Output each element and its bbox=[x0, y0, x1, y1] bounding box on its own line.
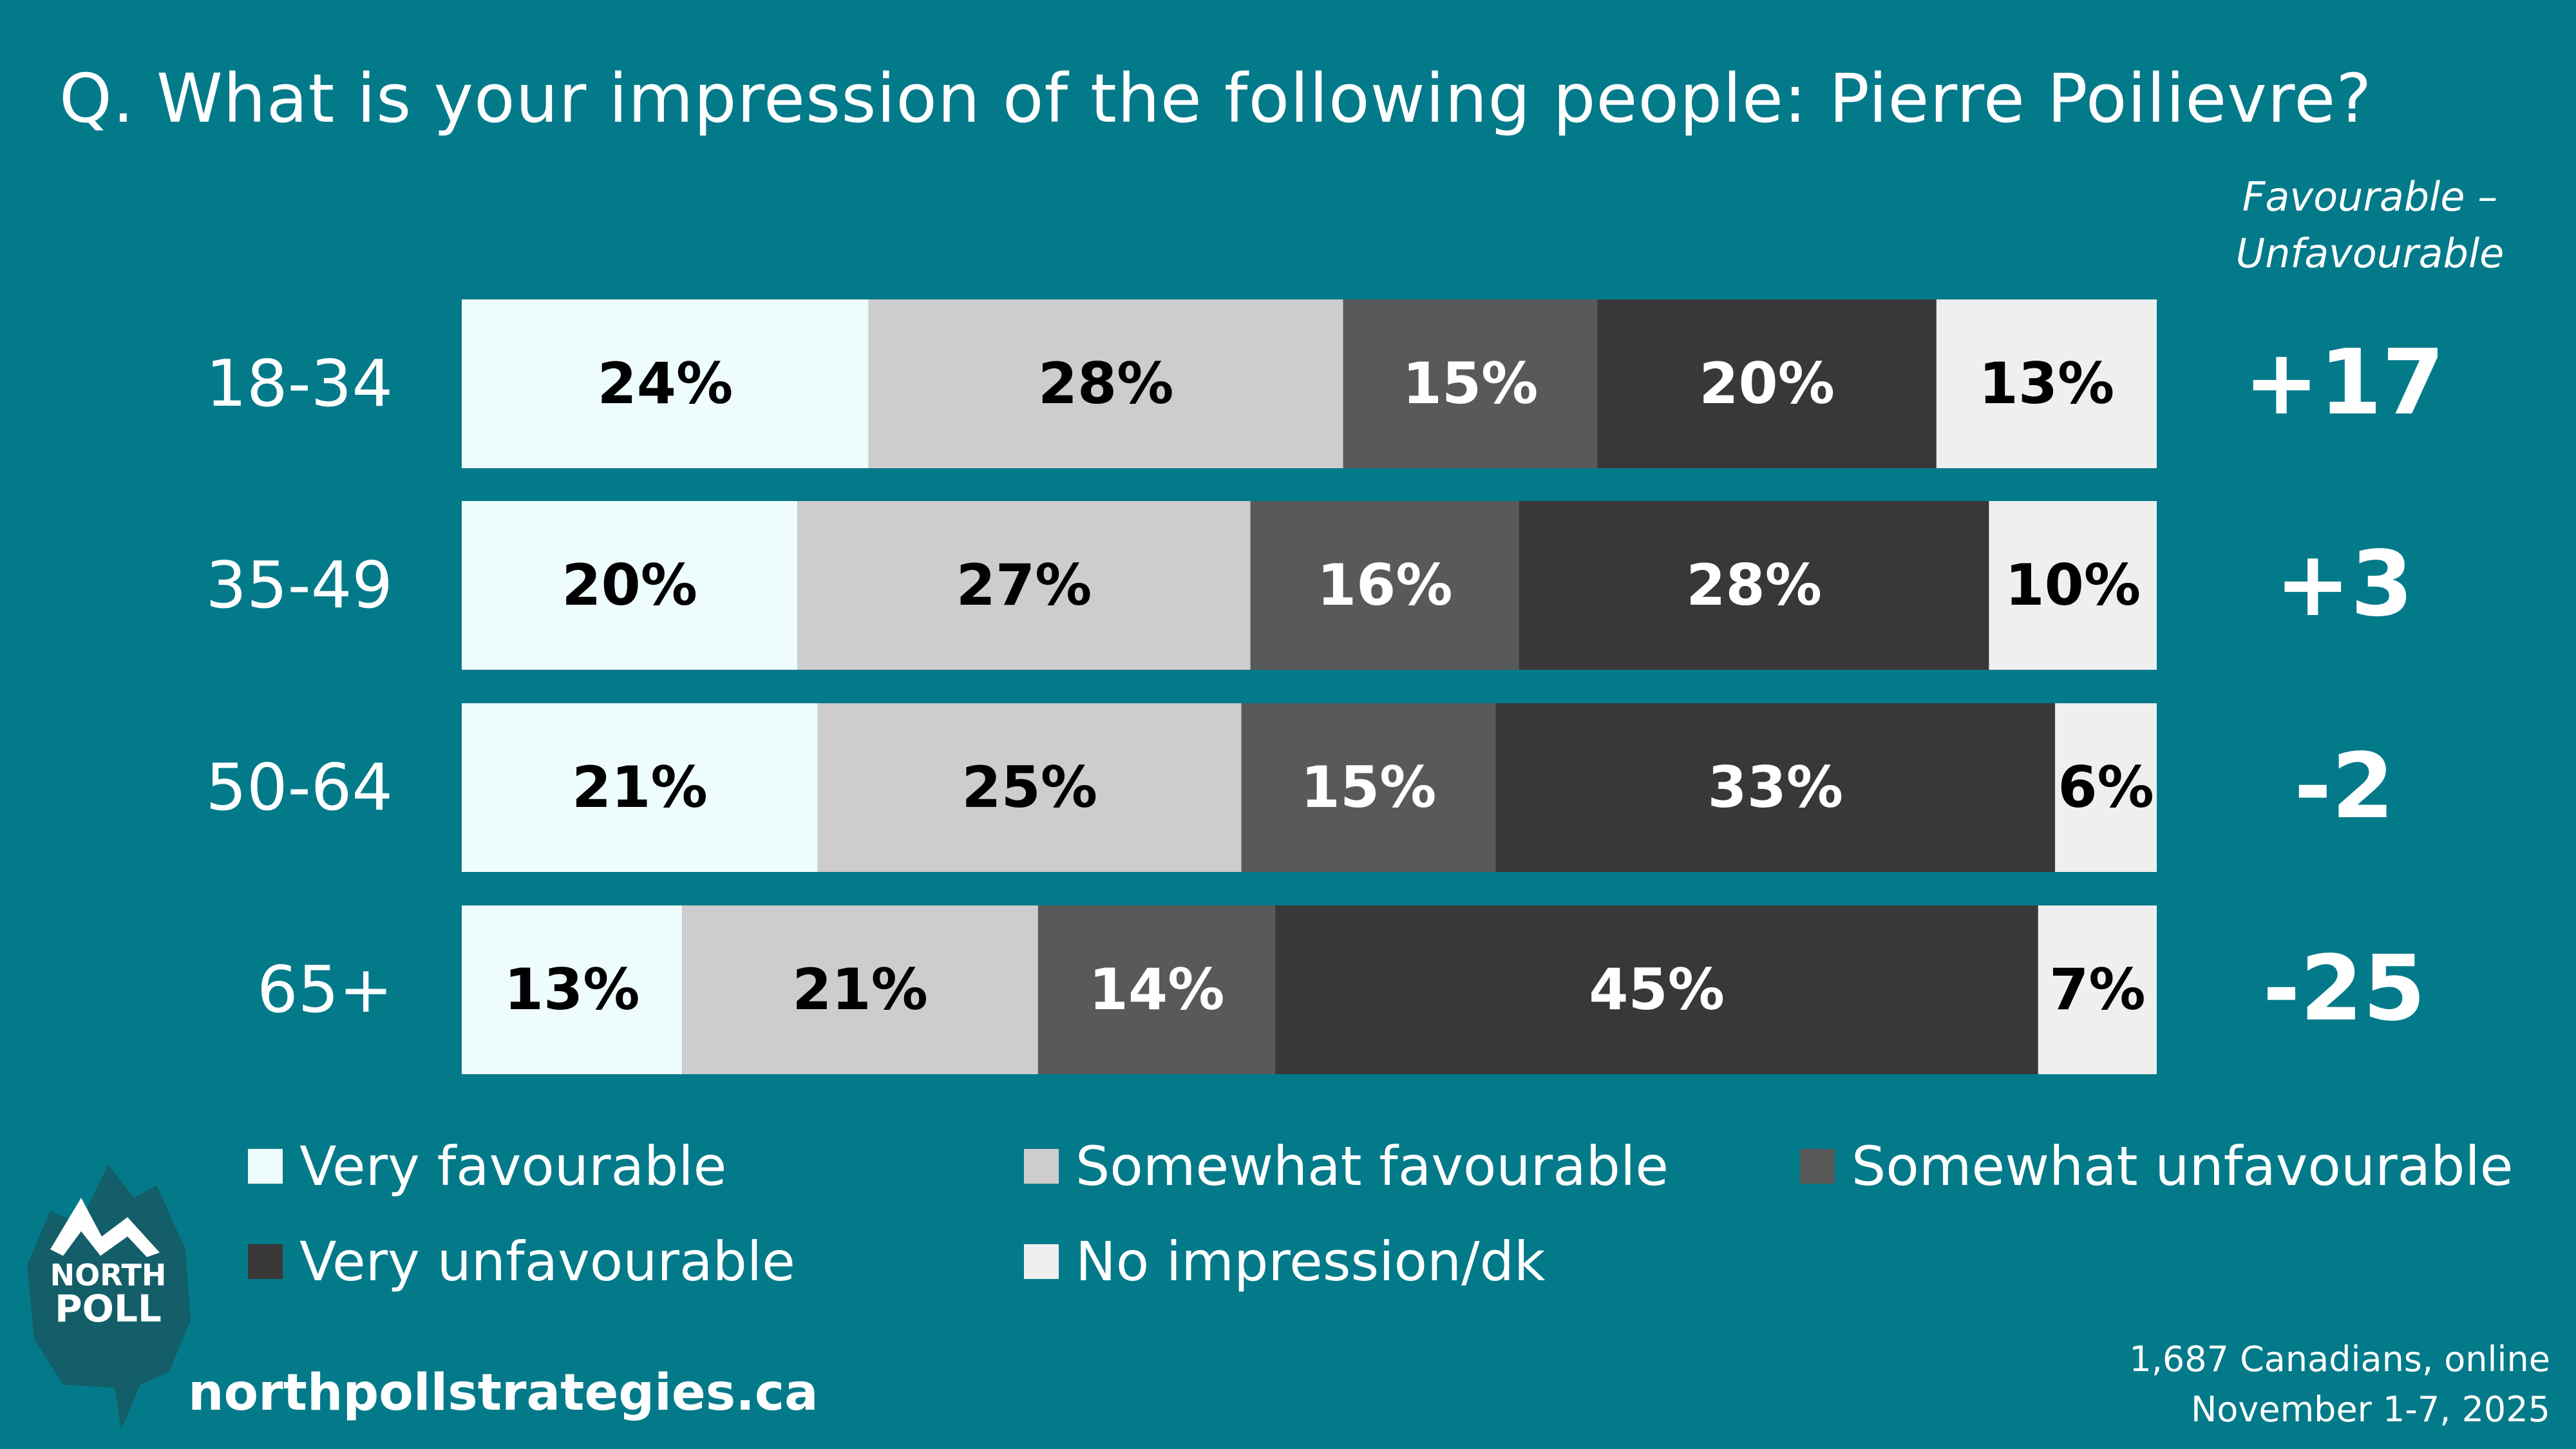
value-label-somewhat-favourable-35-49: 27% bbox=[956, 552, 1092, 618]
legend-label: Somewhat favourable bbox=[1075, 1135, 1669, 1198]
bar-segment-no-impression-dk-65 bbox=[2038, 905, 2157, 1074]
value-label-very-unfavourable-18-34: 20% bbox=[1699, 350, 1835, 417]
value-label-very-unfavourable-50-64: 33% bbox=[1707, 754, 1843, 820]
value-label-somewhat-favourable-65: 21% bbox=[792, 956, 928, 1023]
net-value-65: -25 bbox=[2263, 936, 2426, 1041]
bar-segment-very-unfavourable-18-34 bbox=[1597, 299, 1937, 468]
bar-segment-no-impression-dk-35-49 bbox=[1989, 501, 2157, 670]
chart-legend: Very favourable Somewhat favourable Some… bbox=[248, 1135, 2566, 1302]
sample-note: 1,687 Canadians, online November 1-7, 20… bbox=[2129, 1334, 2550, 1435]
value-label-no-impression-dk-35-49: 10% bbox=[2005, 552, 2141, 618]
legend-swatch bbox=[1800, 1149, 1835, 1184]
value-label-very-favourable-65: 13% bbox=[504, 956, 640, 1023]
bar-segment-somewhat-favourable-65 bbox=[682, 905, 1038, 1074]
bar-segment-very-favourable-18-34 bbox=[462, 299, 869, 468]
value-label-somewhat-unfavourable-35-49: 16% bbox=[1317, 552, 1453, 618]
bar-segment-no-impression-dk-50-64 bbox=[2055, 703, 2157, 872]
bar-segment-very-unfavourable-35-49 bbox=[1519, 501, 1989, 670]
bar-segment-very-favourable-35-49 bbox=[462, 501, 798, 670]
value-label-very-unfavourable-65: 45% bbox=[1589, 956, 1725, 1023]
legend-label: Very favourable bbox=[299, 1135, 727, 1198]
bar-segment-somewhat-favourable-35-49 bbox=[797, 501, 1251, 670]
net-header-line2: Unfavourable bbox=[2235, 230, 2505, 277]
net-column-header: Favourable – Unfavourable bbox=[2177, 169, 2563, 282]
row-label-18-34: 18-34 bbox=[205, 346, 393, 421]
bar-segment-very-favourable-65 bbox=[462, 905, 683, 1074]
row-label-50-64: 50-64 bbox=[205, 750, 393, 825]
bar-segment-no-impression-dk-18-34 bbox=[1936, 299, 2157, 468]
legend-swatch bbox=[1024, 1244, 1059, 1279]
net-value-18-34: +17 bbox=[2244, 330, 2445, 435]
legend-swatch bbox=[248, 1244, 283, 1279]
bar-segment-somewhat-favourable-50-64 bbox=[817, 703, 1242, 872]
bar-segment-very-favourable-50-64 bbox=[462, 703, 818, 872]
sample-size: 1,687 Canadians, online bbox=[2129, 1339, 2550, 1379]
legend-label: Very unfavourable bbox=[299, 1230, 795, 1293]
bar-segment-somewhat-unfavourable-18-34 bbox=[1343, 299, 1598, 468]
bar-segment-very-unfavourable-65 bbox=[1275, 905, 2038, 1074]
row-label-35-49: 35-49 bbox=[205, 547, 393, 623]
net-value-50-64: -2 bbox=[2294, 734, 2394, 839]
value-label-somewhat-favourable-18-34: 28% bbox=[1038, 350, 1174, 417]
value-label-very-favourable-35-49: 20% bbox=[562, 552, 697, 618]
value-label-somewhat-favourable-50-64: 25% bbox=[961, 754, 1097, 820]
iceberg-peak bbox=[50, 1198, 160, 1257]
logo-text-north: NORTH bbox=[50, 1258, 167, 1293]
value-label-very-unfavourable-35-49: 28% bbox=[1686, 552, 1822, 618]
value-label-somewhat-unfavourable-50-64: 15% bbox=[1301, 754, 1437, 820]
legend-item-somewhat-unfavourable: Somewhat unfavourable bbox=[1800, 1135, 2513, 1198]
legend-item-very-favourable: Very favourable bbox=[248, 1135, 726, 1198]
bar-segment-somewhat-unfavourable-35-49 bbox=[1250, 501, 1519, 670]
bar-segment-somewhat-unfavourable-65 bbox=[1037, 905, 1276, 1074]
value-label-very-favourable-50-64: 21% bbox=[572, 754, 708, 820]
net-header-line1: Favourable – bbox=[2242, 173, 2498, 220]
value-label-somewhat-unfavourable-65: 14% bbox=[1089, 956, 1225, 1023]
north-poll-logo: NORTH POLL bbox=[27, 1164, 191, 1430]
legend-item-no-impression: No impression/dk bbox=[1024, 1230, 1546, 1293]
bar-segment-somewhat-favourable-18-34 bbox=[868, 299, 1343, 468]
value-label-very-favourable-18-34: 24% bbox=[598, 350, 734, 417]
legend-swatch bbox=[1024, 1149, 1059, 1184]
website-url: northpollstrategies.ca bbox=[188, 1364, 819, 1422]
legend-swatch bbox=[248, 1149, 283, 1184]
value-label-somewhat-unfavourable-18-34: 15% bbox=[1403, 350, 1539, 417]
bar-segment-somewhat-unfavourable-50-64 bbox=[1241, 703, 1496, 872]
legend-item-somewhat-favourable: Somewhat favourable bbox=[1024, 1135, 1669, 1198]
bar-segment-very-unfavourable-50-64 bbox=[1495, 703, 2056, 872]
value-label-no-impression-dk-50-64: 6% bbox=[2058, 754, 2154, 820]
value-label-no-impression-dk-65: 7% bbox=[2049, 956, 2145, 1023]
legend-label: No impression/dk bbox=[1075, 1230, 1546, 1293]
legend-item-very-unfavourable: Very unfavourable bbox=[248, 1230, 795, 1293]
chart-title: Q. What is your impression of the follow… bbox=[59, 59, 2372, 138]
legend-label: Somewhat unfavourable bbox=[1852, 1135, 2514, 1198]
row-label-65: 65+ bbox=[257, 952, 393, 1027]
field-dates: November 1-7, 2025 bbox=[2190, 1389, 2550, 1430]
net-value-35-49: +3 bbox=[2275, 532, 2414, 637]
logo-text-poll: POLL bbox=[55, 1287, 162, 1331]
value-label-no-impression-dk-18-34: 13% bbox=[1979, 350, 2115, 417]
